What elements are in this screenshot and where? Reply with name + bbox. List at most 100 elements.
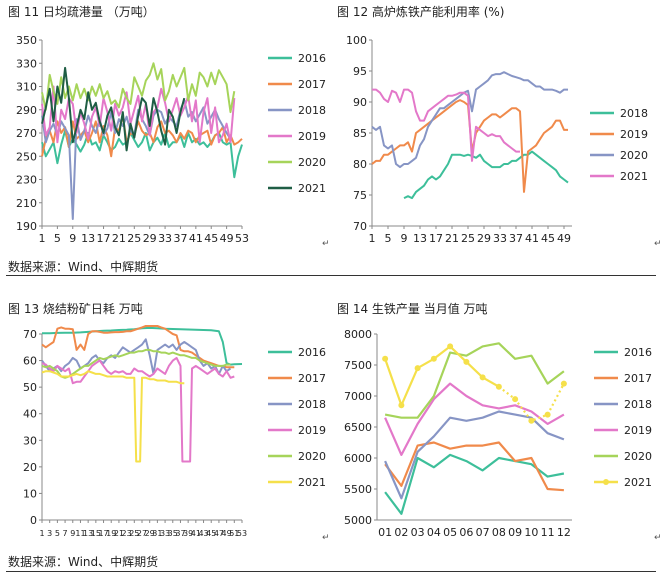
y-tick-label: 5500 [344,483,372,496]
chart-title-fig12: 图 12 高炉炼铁产能利用率 (%) [337,5,505,19]
legend-label-2021: 2021 [620,170,648,183]
return-mark: ↵ [654,239,662,249]
y-tick-label: 70 [353,220,367,233]
legend-label-2021: 2021 [624,476,652,489]
series-line-2021 [41,370,185,463]
x-tick-label: 9 [69,232,76,245]
y-tick-label: 310 [16,81,37,94]
x-tick-label: 10 [524,526,538,539]
legend-label-2020: 2020 [624,450,652,463]
y-tick-label: 290 [16,104,37,117]
x-tick-label: 11 [75,529,85,538]
x-tick-label: 27 [137,529,147,538]
data-point-2021 [463,358,470,365]
series-line-2017 [41,325,235,369]
x-tick-label: 37 [509,232,523,245]
x-tick-label: 3 [47,529,52,538]
series-line-2016 [42,326,243,366]
y-tick-label: 40 [23,408,37,421]
y-tick-label: 30 [23,434,37,447]
x-tick-label: 43 [198,529,208,538]
return-mark: ↵ [322,533,330,543]
x-tick-label: 29 [143,232,157,245]
x-tick-label: 25 [127,232,141,245]
x-tick-label: 37 [175,529,185,538]
data-point-2021 [544,411,551,418]
legend-label-2017: 2017 [624,372,652,385]
x-tick-label: 17 [429,232,443,245]
x-tick-label: 11 [541,526,555,539]
x-tick-label: 9 [401,232,408,245]
series-line-2020 [384,342,565,419]
series-line-2019 [41,356,235,463]
legend-label-2020: 2020 [298,450,326,463]
x-tick-label: 1 [369,232,376,245]
series-line-2019 [384,382,565,456]
chart-fig12: 70 75 80 85 90 95 100 1 5 9 13 17 21 25 29 33 37 41 45 49 20… [346,34,662,249]
x-tick-label: 41 [189,232,203,245]
y-tick-label: 6000 [344,452,372,465]
series-line-2021-dotted [498,383,565,423]
x-tick-label: 49 [557,232,571,245]
legend-label-2016: 2016 [298,346,326,359]
x-tick-label: 29 [145,529,155,538]
x-tick-label: 21 [112,232,126,245]
legend-label-2018: 2018 [298,398,326,411]
data-point-2021 [528,417,535,424]
x-tick-label: 53 [237,529,247,538]
x-tick-label: 33 [160,529,170,538]
chart-fig11: 190 210 230 250 270 290 310 330 350 1 5 9 13 17 21 25 29… [16,34,330,249]
x-tick-label: 45 [541,232,555,245]
x-tick-label: 33 [158,232,172,245]
y-tick-label: 190 [16,220,37,233]
x-tick-label: 06 [459,526,473,539]
legend-label-2017: 2017 [298,372,326,385]
x-tick-label: 49 [220,232,234,245]
x-tick-label: 1 [39,529,44,538]
legend-label-2016: 2016 [298,52,326,65]
y-tick-label: 95 [353,65,367,78]
series-line-2018 [41,338,232,375]
x-tick-label: 23 [122,529,132,538]
y-tick-label: 8000 [344,328,372,341]
y-tick-label: 7000 [344,390,372,403]
x-tick-label: 33 [493,232,507,245]
series-line-2021 [372,88,520,162]
x-tick-label: 7 [63,529,68,538]
y-tick-label: 350 [16,34,37,47]
series-line-2018 [403,150,569,200]
x-tick-label: 47 [214,529,224,538]
x-tick-label: 41 [191,529,201,538]
legend-label-2017: 2017 [298,78,326,91]
x-tick-label: 49 [222,529,232,538]
x-tick-label: 12 [557,526,571,539]
chart-title-fig14: 图 14 生铁产量 当月值 万吨 [337,302,488,316]
x-tick-label: 25 [461,232,475,245]
series-line-2018 [384,410,565,500]
chart-fig14: 5000 5500 6000 6500 7000 7500 8000 01 02 03 04 05 06… [344,328,662,543]
x-tick-label: 53 [235,232,249,245]
data-point-2021 [430,355,437,362]
data-point-2021 [398,402,405,409]
x-tick-label: 5 [55,529,60,538]
legend-label-2020: 2020 [620,149,648,162]
legend-label-2016: 2016 [624,346,652,359]
divider-bottom [6,571,656,572]
return-mark: ↵ [654,533,662,543]
series-line-2021 [41,66,186,152]
x-tick-label: 35 [168,529,178,538]
x-tick-label: 39 [183,529,193,538]
legend-label-2019: 2019 [624,424,652,437]
x-tick-label: 13 [413,232,427,245]
x-tick-label: 17 [98,529,108,538]
legend-label-2018: 2018 [624,398,652,411]
x-tick-label: 04 [427,526,441,539]
y-tick-label: 210 [16,197,37,210]
legend-label-2021: 2021 [298,182,326,195]
x-tick-label: 5 [54,232,61,245]
x-tick-label: 45 [206,529,216,538]
y-tick-label: 5000 [344,514,372,527]
data-point-2021 [447,343,454,350]
series-line-2020 [371,71,568,169]
